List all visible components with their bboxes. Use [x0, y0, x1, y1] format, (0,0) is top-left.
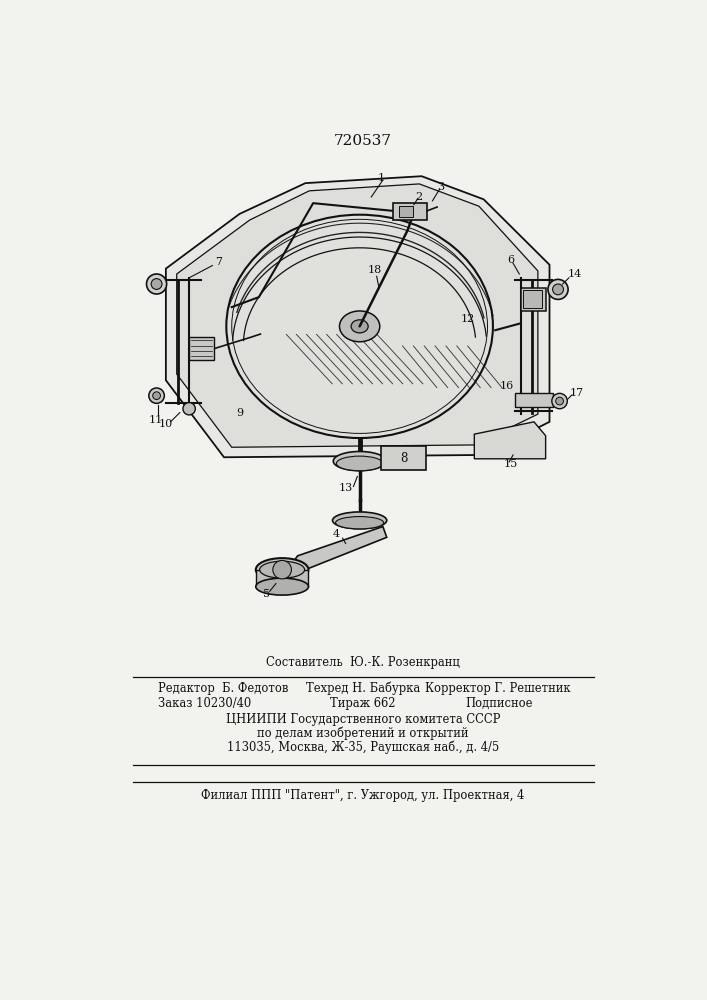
Circle shape	[273, 560, 291, 579]
Text: 720537: 720537	[334, 134, 392, 148]
Bar	[523, 290, 542, 308]
Text: Техред Н. Бабурка: Техред Н. Бабурка	[305, 682, 420, 695]
Bar	[515, 393, 554, 407]
Text: 7: 7	[215, 257, 222, 267]
Ellipse shape	[256, 558, 308, 581]
Text: Тираж 662: Тираж 662	[330, 697, 395, 710]
Text: Составитель  Ю.-К. Розенкранц: Составитель Ю.-К. Розенкранц	[266, 656, 460, 669]
Ellipse shape	[256, 578, 308, 595]
Ellipse shape	[339, 311, 380, 342]
Text: 11: 11	[148, 415, 163, 425]
Bar	[393, 203, 427, 220]
Circle shape	[153, 392, 160, 400]
Text: Корректор Г. Решетник: Корректор Г. Решетник	[425, 682, 571, 695]
Ellipse shape	[333, 451, 386, 471]
Bar	[256, 570, 308, 587]
Text: 17: 17	[570, 388, 584, 398]
Bar	[399, 206, 413, 217]
Text: 4: 4	[333, 529, 340, 539]
Polygon shape	[166, 176, 549, 457]
Ellipse shape	[259, 561, 305, 578]
Circle shape	[548, 279, 568, 299]
Ellipse shape	[226, 215, 493, 438]
Bar	[381, 446, 426, 470]
Circle shape	[151, 279, 162, 289]
Ellipse shape	[336, 517, 384, 529]
Text: 1: 1	[378, 173, 385, 183]
Text: ЦНИИПИ Государственного комитета СССР: ЦНИИПИ Государственного комитета СССР	[226, 713, 500, 726]
Circle shape	[556, 397, 563, 405]
Text: 3: 3	[438, 182, 445, 192]
Text: 10: 10	[159, 419, 173, 429]
Polygon shape	[177, 184, 538, 447]
Text: 13: 13	[339, 483, 353, 493]
Text: по делам изобретений и открытий: по делам изобретений и открытий	[257, 726, 469, 740]
Text: 2: 2	[415, 192, 422, 202]
Text: Заказ 10230/40: Заказ 10230/40	[158, 697, 252, 710]
Ellipse shape	[351, 320, 368, 333]
Circle shape	[552, 393, 567, 409]
Circle shape	[183, 403, 195, 415]
Ellipse shape	[337, 456, 383, 471]
Text: 113035, Москва, Ж-35, Раушская наб., д. 4/5: 113035, Москва, Ж-35, Раушская наб., д. …	[227, 740, 499, 754]
Bar	[521, 288, 546, 311]
Text: Редактор  Б. Федотов: Редактор Б. Федотов	[158, 682, 288, 695]
Text: 12: 12	[461, 314, 475, 324]
Text: 5: 5	[263, 589, 270, 599]
Text: 8: 8	[400, 452, 407, 465]
Circle shape	[149, 388, 164, 403]
Circle shape	[146, 274, 167, 294]
Polygon shape	[474, 422, 546, 459]
Text: 6: 6	[507, 255, 514, 265]
Text: 14: 14	[567, 269, 581, 279]
Text: 9: 9	[236, 408, 243, 418]
Ellipse shape	[332, 512, 387, 529]
Text: 16: 16	[500, 381, 514, 391]
Bar	[189, 337, 214, 360]
Text: 15: 15	[503, 459, 518, 469]
Text: Подписное: Подписное	[465, 697, 533, 710]
Circle shape	[553, 284, 563, 295]
Text: 18: 18	[368, 265, 382, 275]
Polygon shape	[290, 527, 387, 571]
Text: Филиал ППП "Патент", г. Ужгород, ул. Проектная, 4: Филиал ППП "Патент", г. Ужгород, ул. Про…	[201, 789, 525, 802]
